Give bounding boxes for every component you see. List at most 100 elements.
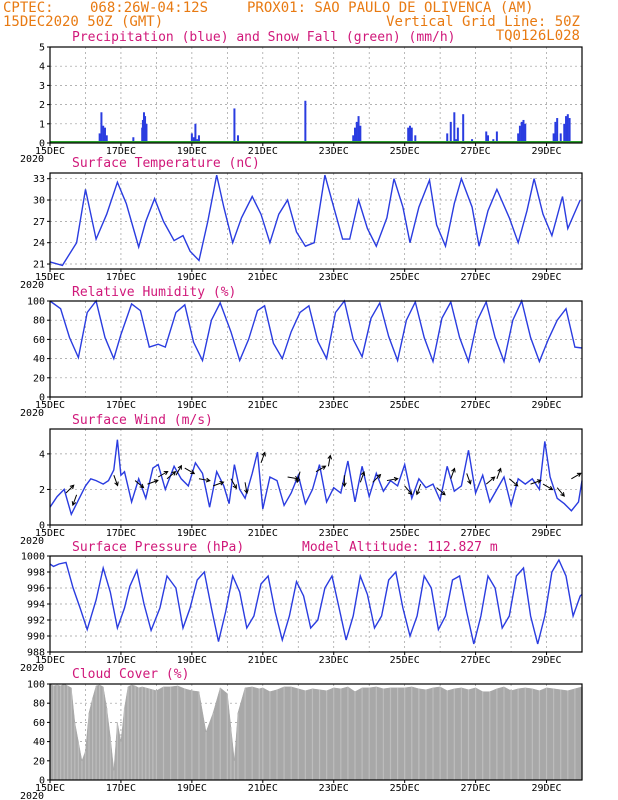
precipitation-bar — [410, 127, 413, 143]
precipitation-bar — [100, 112, 103, 143]
precipitation-bar — [565, 116, 568, 143]
precipitation-xtick-label: 19DEC — [177, 146, 207, 157]
precipitation-xtick-label: 23DEC — [319, 146, 349, 157]
cloud-cover-bar — [432, 687, 434, 780]
wind-vector-arrow — [508, 478, 519, 487]
cloud-cover-bar — [88, 712, 90, 780]
wind-vector-arrow — [372, 473, 382, 483]
cloud-cover-frame — [49, 683, 583, 781]
temperature-frame — [49, 172, 583, 270]
wind-vector-arrow — [450, 467, 456, 479]
cloud-cover-bar — [439, 686, 441, 780]
temperature-ytick-label: 24 — [33, 238, 45, 249]
wind-xtick-label: 21DEC — [248, 528, 278, 539]
pressure-xtick-label: 15DEC — [35, 655, 65, 666]
pressure-xtick-label: 25DEC — [390, 655, 420, 666]
cloud-cover-bar — [482, 691, 484, 780]
cloud-cover-bar — [127, 686, 129, 780]
cloud-cover-bar — [226, 693, 228, 780]
humidity-xtick-label: 15DEC — [35, 400, 65, 411]
humidity-xtick-label: 29DEC — [531, 400, 561, 411]
cloud-cover-bar — [123, 708, 126, 780]
wind-xtick-label: 27DEC — [461, 528, 491, 539]
wind-vector-arrow — [496, 467, 502, 479]
header-station: PROX01: SAO PAULO DE OLIVENCA (AM) — [247, 0, 534, 16]
cloud-cover-bar — [77, 741, 79, 780]
cloud-cover-bar — [574, 688, 576, 780]
humidity-xtick-label: 27DEC — [461, 400, 491, 411]
humidity-xtick-label: 25DEC — [390, 400, 420, 411]
precipitation-bar — [566, 114, 569, 143]
wind-ytick-label: 4 — [39, 449, 45, 460]
cloud-cover-xtick-label: 29DEC — [531, 783, 561, 794]
precipitation-bar — [407, 127, 410, 143]
wind-vector-arrow — [327, 454, 333, 467]
pressure-xtick-label: 23DEC — [319, 655, 349, 666]
wind-vector-arrow — [157, 470, 169, 478]
cloud-cover-bar — [99, 684, 101, 780]
precipitation-bar — [552, 133, 555, 143]
temperature-xtick-label: 19DEC — [177, 272, 207, 283]
cloud-cover-bar — [460, 687, 463, 780]
cloud-cover-bar — [184, 688, 186, 780]
temperature-year-label: 2020 — [20, 280, 44, 291]
cloud-cover-bar — [56, 684, 58, 780]
cloud-cover-bar — [503, 686, 505, 780]
cloud-cover-bar — [109, 736, 111, 780]
header-source: CPTEC: — [3, 0, 54, 16]
cloud-cover-bar — [116, 722, 118, 780]
wind-xtick-label: 29DEC — [531, 528, 561, 539]
cloud-cover-bar — [191, 690, 193, 780]
cloud-cover-bar — [130, 684, 133, 780]
pressure-ytick-label: 990 — [27, 632, 45, 643]
precipitation-bar — [304, 100, 307, 143]
cloud-cover-bar — [120, 741, 122, 780]
cloud-cover-bar — [524, 687, 526, 780]
humidity-title: Relative Humidity (%) — [72, 285, 236, 300]
pressure-title: Surface Pressure (hPa) — [72, 540, 244, 555]
cloud-cover-bar — [230, 727, 232, 780]
cloud-cover-bar — [60, 685, 62, 780]
cloud-cover-xtick-label: 23DEC — [319, 783, 349, 794]
precipitation-bar — [98, 133, 101, 143]
pressure-ytick-label: 998 — [27, 568, 45, 579]
cloud-cover-xtick-label: 21DEC — [248, 783, 278, 794]
cloud-cover-bar — [155, 690, 157, 780]
wind-line — [49, 439, 583, 517]
panel-pressure: 988 990 992 994 996 998 1000 15DEC 17DEC 19DEC 21D… — [20, 540, 583, 674]
cloud-cover-bar — [404, 687, 406, 780]
cloud-cover-bar — [517, 688, 519, 780]
temperature-xtick-label: 27DEC — [461, 272, 491, 283]
cloud-cover-year-label: 2020 — [20, 791, 44, 800]
cloud-cover-ytick-label: 0 — [39, 776, 45, 787]
precipitation-bar — [517, 133, 520, 143]
precipitation-bar — [103, 127, 106, 143]
cloud-cover-bar — [467, 689, 470, 780]
wind-vector-arrow — [71, 494, 78, 507]
humidity-ytick-label: 100 — [27, 297, 45, 308]
temperature-ytick-label: 33 — [33, 174, 45, 185]
header-model-code: TQ0126L028 — [496, 28, 580, 44]
pressure-ytick-label: 1000 — [21, 552, 45, 563]
precipitation-bar — [354, 127, 357, 143]
wind-vector-arrow — [113, 475, 119, 487]
cloud-cover-bar — [233, 760, 236, 780]
humidity-ytick-label: 20 — [33, 373, 45, 384]
cloud-cover-xtick-label: 15DEC — [35, 783, 65, 794]
precipitation-bar — [352, 135, 355, 143]
cloud-cover-bar — [531, 688, 533, 780]
precipitation-bar — [522, 119, 525, 143]
precipitation-bar — [462, 114, 465, 143]
wind-vector-arrow — [184, 467, 196, 475]
precipitation-xtick-label: 25DEC — [390, 146, 420, 157]
cloud-cover-ytick-label: 40 — [33, 737, 45, 748]
precipitation-bar — [132, 137, 135, 143]
precipitation-bar — [408, 125, 411, 143]
cloud-cover-bar — [91, 698, 94, 780]
precipitation-bar — [453, 112, 456, 143]
humidity-year-label: 2020 — [20, 408, 44, 419]
cloud-cover-bar — [297, 688, 299, 780]
precipitation-bar — [190, 133, 193, 143]
humidity-xtick-label: 19DEC — [177, 400, 207, 411]
